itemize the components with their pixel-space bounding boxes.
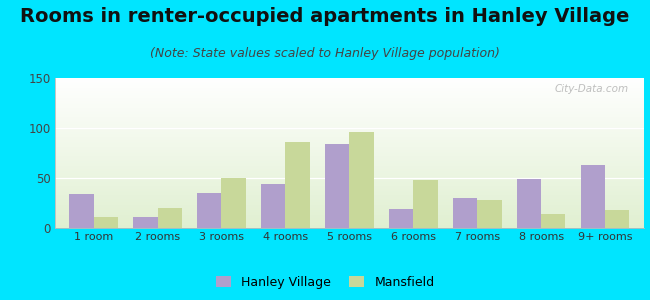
- Bar: [325, 144, 350, 228]
- Bar: [222, 178, 246, 228]
- Bar: [541, 214, 566, 228]
- Bar: [453, 198, 477, 228]
- Bar: [70, 194, 94, 228]
- Bar: [350, 132, 374, 228]
- Legend: Hanley Village, Mansfield: Hanley Village, Mansfield: [211, 271, 439, 294]
- Bar: [389, 209, 413, 228]
- Text: City-Data.com: City-Data.com: [554, 84, 629, 94]
- Bar: [517, 179, 541, 228]
- Bar: [197, 193, 222, 228]
- Bar: [413, 180, 437, 228]
- Bar: [605, 210, 629, 228]
- Bar: [157, 208, 182, 228]
- Bar: [581, 165, 605, 228]
- Bar: [285, 142, 310, 228]
- Text: (Note: State values scaled to Hanley Village population): (Note: State values scaled to Hanley Vil…: [150, 46, 500, 59]
- Bar: [477, 200, 502, 228]
- Bar: [261, 184, 285, 228]
- Bar: [133, 217, 157, 228]
- Bar: [94, 217, 118, 228]
- Text: Rooms in renter-occupied apartments in Hanley Village: Rooms in renter-occupied apartments in H…: [20, 8, 630, 26]
